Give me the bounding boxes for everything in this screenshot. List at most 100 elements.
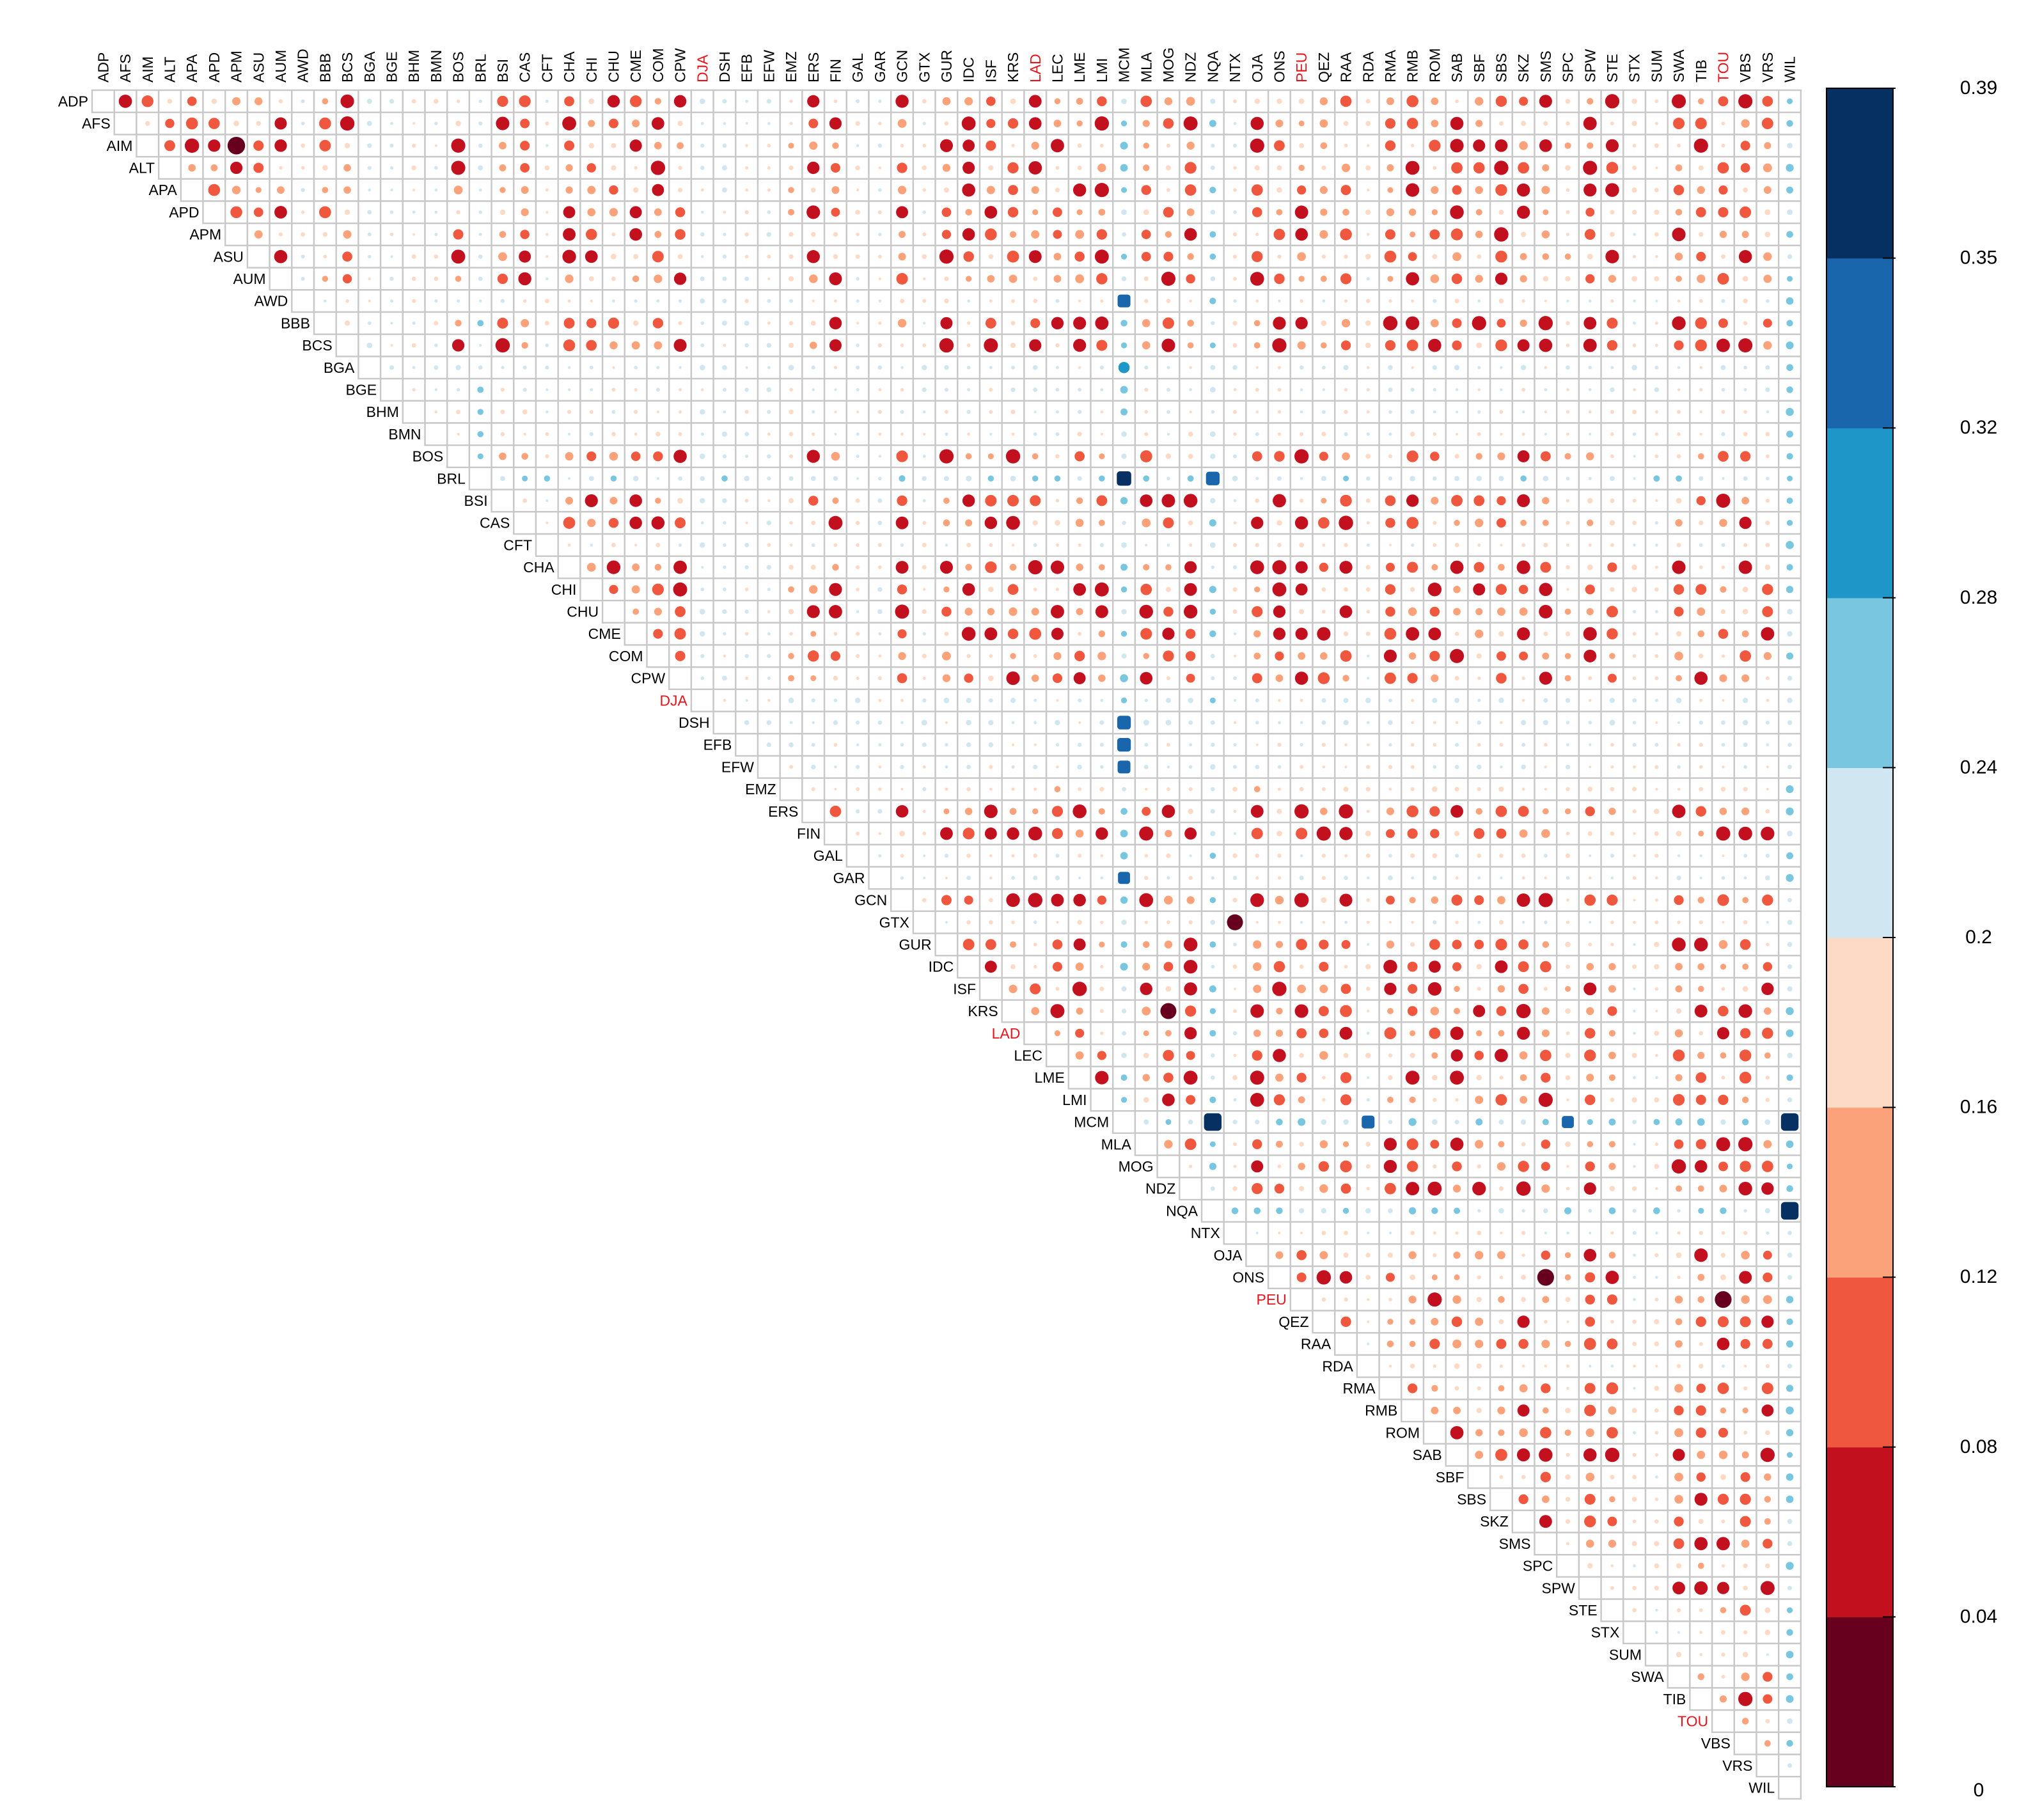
cell-marker-CPW-GAL bbox=[856, 676, 860, 680]
cell-marker-APD-EFW bbox=[767, 210, 771, 214]
cell-marker-EMZ-SBF bbox=[1477, 787, 1481, 792]
matrix-cell-frame bbox=[1667, 178, 1691, 202]
cell-marker-AUM-NTX bbox=[1233, 277, 1237, 281]
cell-marker-CAS-LAD bbox=[1032, 520, 1038, 526]
cell-marker-ADP-NDZ bbox=[1186, 97, 1195, 106]
cell-marker-BGE-VBS bbox=[1743, 388, 1747, 391]
cell-marker-AFS-BRL bbox=[478, 121, 483, 126]
cell-marker-EMZ-LEC bbox=[1054, 786, 1061, 792]
cell-marker-AIM-BBB bbox=[319, 139, 331, 152]
cell-marker-AIM-EMZ bbox=[788, 143, 794, 149]
cell-marker-CHU-LEC bbox=[1050, 604, 1064, 618]
cell-marker-BOS-CFT bbox=[545, 454, 549, 459]
cell-marker-BMN-NQA bbox=[1209, 431, 1216, 437]
matrix-cell-frame bbox=[491, 489, 515, 513]
cell-marker-EFW-KRS bbox=[1011, 765, 1015, 769]
cell-marker-ADP-APA bbox=[187, 97, 197, 106]
cell-marker-COM-DJA bbox=[700, 654, 705, 658]
cell-marker-ADP-APD bbox=[211, 98, 217, 104]
cell-marker-EFW-SPW bbox=[1589, 765, 1592, 769]
cell-marker-CME-PEU bbox=[1295, 627, 1308, 640]
cell-marker-CME-TIB bbox=[1697, 630, 1705, 638]
cell-marker-BBB-COM bbox=[652, 318, 664, 329]
cell-marker-APA-ONS bbox=[1277, 187, 1282, 193]
cell-marker-CHI-GTX bbox=[922, 588, 926, 592]
cell-marker-CFT-GAL bbox=[856, 543, 860, 547]
cell-marker-BOS-TIB bbox=[1697, 453, 1704, 460]
matrix-cell-frame bbox=[1223, 356, 1247, 380]
cell-marker-AUM-ONS bbox=[1274, 273, 1285, 285]
cell-marker-ERS-TIB bbox=[1695, 806, 1706, 817]
cell-marker-AUM-BRL bbox=[478, 276, 483, 281]
cell-marker-CFT-IDC bbox=[966, 542, 971, 547]
cell-marker-COM-SUM bbox=[1654, 654, 1659, 658]
cell-marker-APM-LAD bbox=[1031, 230, 1040, 239]
cell-marker-BGE-CPW bbox=[679, 388, 682, 391]
cell-marker-APD-WIL bbox=[1787, 209, 1793, 216]
matrix-cell-frame bbox=[957, 555, 981, 579]
cell-marker-APA-RMA bbox=[1387, 187, 1394, 193]
cell-marker-BMN-CAS bbox=[523, 432, 526, 435]
cell-marker-BGE-SPC bbox=[1566, 388, 1569, 391]
cell-marker-ALT-LAD bbox=[1028, 161, 1042, 175]
cell-marker-BOS-SPC bbox=[1564, 453, 1571, 460]
matrix-cell-frame bbox=[823, 644, 847, 668]
cell-marker-APD-ASU bbox=[253, 207, 263, 217]
cell-marker-BGA-EFW bbox=[767, 366, 771, 370]
cell-marker-BGE-LMI bbox=[1100, 388, 1104, 391]
cell-marker-BMN-MOG bbox=[1167, 432, 1170, 435]
cell-marker-APA-PEU bbox=[1297, 185, 1307, 195]
cell-marker-APD-FIN bbox=[831, 207, 840, 217]
cell-marker-AUM-LAD bbox=[1033, 276, 1038, 281]
cell-marker-BGE-KRS bbox=[1010, 387, 1016, 393]
cell-marker-BCS-GCN bbox=[900, 343, 904, 347]
cell-marker-EMZ-SPC bbox=[1566, 787, 1570, 792]
cell-marker-BOS-EFW bbox=[767, 454, 771, 459]
cell-marker-APA-LME bbox=[1072, 183, 1087, 197]
cell-marker-EFB-GAR bbox=[878, 743, 882, 747]
cell-marker-BMN-RMB bbox=[1410, 432, 1415, 437]
cell-marker-CPW-LAD bbox=[1031, 674, 1039, 682]
cell-marker-EFB-GAL bbox=[856, 743, 860, 746]
cell-marker-APA-SPW bbox=[1583, 184, 1597, 197]
cell-marker-AFS-SMS bbox=[1543, 121, 1548, 126]
cell-marker-BRL-RMA bbox=[1388, 476, 1393, 481]
cell-marker-CHI-STE bbox=[1610, 587, 1615, 592]
cell-marker-EFB-ISF bbox=[988, 742, 994, 748]
cell-marker-ALT-EFW bbox=[767, 166, 771, 170]
cell-marker-BMN-SMS bbox=[1544, 432, 1547, 435]
cell-marker-AWD-SUM bbox=[1655, 299, 1658, 302]
cell-marker-DSH-EMZ bbox=[789, 721, 793, 725]
cell-marker-EFB-SUM bbox=[1654, 742, 1659, 747]
cell-marker-BCS-SUM bbox=[1654, 343, 1658, 347]
cell-marker-BCS-TOU bbox=[1716, 338, 1730, 352]
cell-marker-BCS-CPW bbox=[673, 338, 687, 352]
cell-marker-CAS-RDA bbox=[1366, 521, 1370, 525]
cell-marker-BBB-STE bbox=[1607, 317, 1618, 329]
cell-marker-BOS-NTX bbox=[1232, 454, 1237, 459]
cell-marker-DSH-TOU bbox=[1721, 720, 1725, 725]
cell-marker-ERS-GUR bbox=[943, 808, 950, 815]
cell-marker-CHI-VBS bbox=[1742, 586, 1748, 593]
cell-marker-CHU-IDC bbox=[964, 608, 973, 616]
cell-marker-AIM-SUM bbox=[1654, 143, 1659, 148]
cell-marker-AFS-FIN bbox=[829, 117, 842, 130]
cell-marker-CAS-DSH bbox=[723, 521, 727, 525]
cell-marker-BGA-VBS bbox=[1743, 365, 1748, 370]
cell-marker-BOS-DJA bbox=[699, 453, 705, 459]
cell-marker-BMN-CME bbox=[634, 432, 638, 436]
cell-marker-AFS-BBB bbox=[319, 117, 331, 130]
matrix-cell-frame bbox=[1777, 1775, 1802, 1800]
cell-marker-CFT-RDA bbox=[1366, 543, 1370, 547]
cell-marker-AUM-KRS bbox=[1009, 274, 1017, 283]
cell-marker-ALT-KRS bbox=[1007, 162, 1019, 174]
cell-marker-BOS-RMA bbox=[1388, 454, 1393, 459]
cell-marker-BCS-STE bbox=[1607, 340, 1618, 351]
cell-marker-BGA-VRS bbox=[1765, 365, 1770, 370]
cell-marker-BOS-COM bbox=[653, 451, 663, 462]
cell-marker-CHU-SWA bbox=[1674, 606, 1684, 617]
cell-marker-BSI-GAL bbox=[855, 498, 860, 503]
cell-marker-ADP-KRS bbox=[1010, 98, 1016, 104]
cell-marker-DJA-GTX bbox=[922, 698, 927, 703]
cell-marker-CHI-RAA bbox=[1344, 587, 1348, 592]
